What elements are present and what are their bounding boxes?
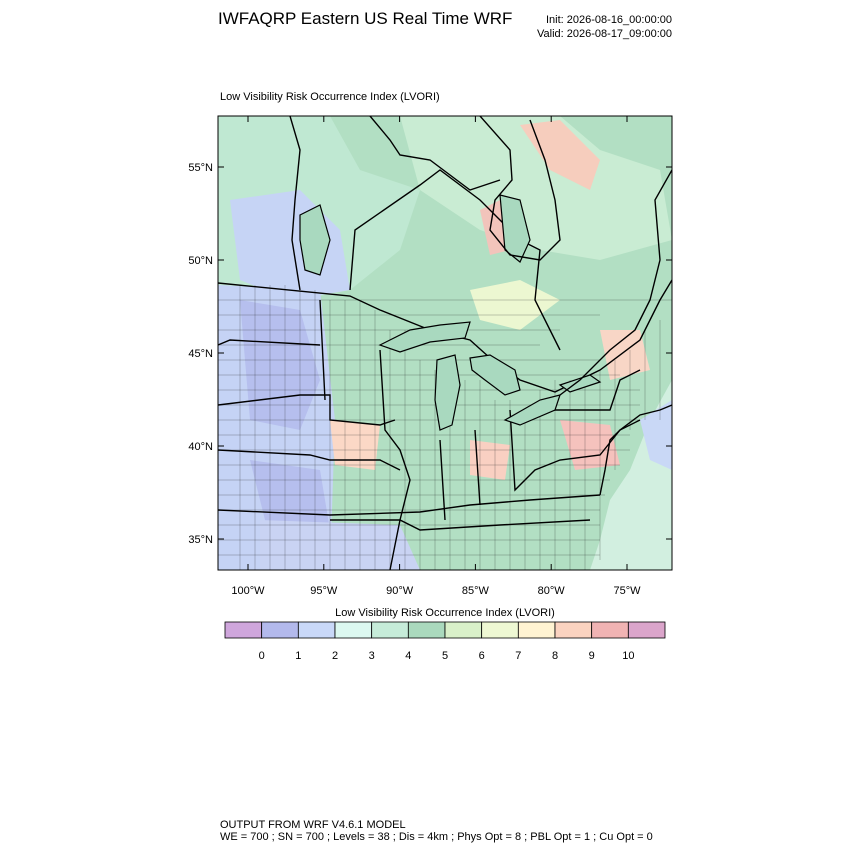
coastline (479, 116, 561, 261)
lon-label: 85°W (462, 585, 490, 597)
lat-label: 45°N (188, 348, 213, 360)
colorbar-label: 5 (442, 650, 448, 662)
footer-line: WE = 700 ; SN = 700 ; Levels = 38 ; Dis … (220, 831, 653, 843)
field-patch (400, 116, 672, 260)
lon-label: 100°W (231, 585, 265, 597)
lakes (299, 194, 602, 431)
field-patch (470, 280, 560, 330)
colorbar-label: 4 (405, 650, 411, 662)
colorbar-label: 7 (515, 650, 521, 662)
field-patch (330, 420, 380, 470)
lon-label: 90°W (386, 585, 414, 597)
lon-label: 95°W (310, 585, 338, 597)
colorbar-label: 2 (332, 650, 338, 662)
footer-line: OUTPUT FROM WRF V4.6.1 MODEL (220, 819, 406, 831)
lat-label: 40°N (188, 441, 213, 453)
colorbar-swatch (517, 621, 556, 639)
colorbar-swatch (481, 621, 519, 639)
lat-label: 35°N (188, 534, 213, 546)
lon-label: 80°W (538, 585, 566, 597)
colorbar-swatch (224, 621, 263, 639)
map-frame (217, 115, 673, 571)
colorbar-label: 1 (295, 650, 301, 662)
lat-label: 50°N (188, 255, 213, 267)
colorbar-swatch (407, 621, 446, 639)
colorbar-swatch (627, 621, 666, 639)
map-ticks: 55°N 50°N 45°N 40°N 35°N 100°W 95°W 90°W 85°W 80°… (188, 116, 672, 597)
map-subtitle: Low Visibility Risk Occurrence Index (LV… (220, 91, 440, 103)
colorbar-swatch (554, 621, 593, 639)
field-patch (520, 120, 600, 190)
colorbar-label: 8 (552, 650, 558, 662)
colorbar: 0 1 2 3 4 5 6 7 8 9 10 (224, 621, 666, 662)
county-lines (218, 285, 672, 570)
colorbar-label: 6 (479, 650, 485, 662)
colorbar-swatch (371, 621, 409, 639)
coastline (559, 169, 672, 396)
colorbar-swatch (261, 621, 299, 639)
init-time: Init: 2026-08-16_00:00:00 (546, 14, 672, 26)
field-patch (640, 400, 672, 470)
colorbar-label: 10 (622, 650, 634, 662)
field-patch (260, 520, 420, 570)
colorbar-title: Low Visibility Risk Occurrence Index (LV… (335, 607, 555, 619)
map (218, 116, 672, 570)
colorbar-swatch (591, 621, 629, 639)
colorbar-swatch (334, 621, 373, 639)
title: IWFAQRP Eastern US Real Time WRF (218, 9, 512, 28)
colorbar-label: 0 (259, 650, 265, 662)
valid-time: Valid: 2026-08-17_09:00:00 (537, 28, 672, 40)
lat-label: 55°N (188, 162, 213, 174)
colorbar-label: 3 (369, 650, 375, 662)
colorbar-swatch (444, 621, 483, 639)
colorbar-swatch (297, 621, 336, 639)
lon-label: 75°W (613, 585, 641, 597)
colorbar-label: 9 (589, 650, 595, 662)
